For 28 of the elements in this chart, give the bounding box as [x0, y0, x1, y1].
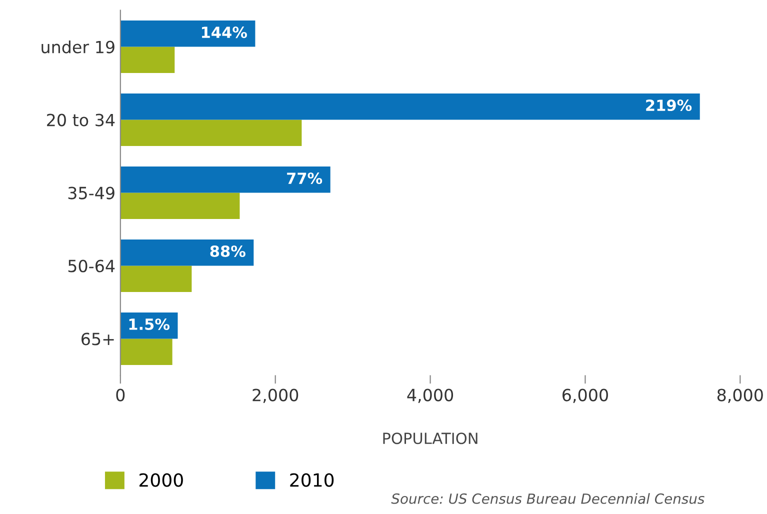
x-tick-label: 4,000	[407, 388, 454, 404]
bar	[120, 93, 700, 120]
annotation: 219%	[646, 100, 692, 112]
legend-label: 2010	[290, 473, 334, 487]
x-tick-label: 6,000	[562, 388, 608, 404]
annotation: 144%	[202, 26, 247, 38]
bar	[120, 192, 240, 220]
x-tick-label: 2,000	[252, 388, 298, 404]
y-tick-label: 65+	[82, 332, 114, 346]
y-tick-label: 20 to 34	[47, 114, 115, 126]
y-tick-label: 50-64	[68, 260, 115, 272]
annotation: 88%	[210, 245, 246, 258]
bar	[120, 46, 175, 74]
x-tick-label: 8,000	[717, 388, 763, 404]
x-axis-title: POPULATION	[383, 432, 478, 444]
x-tick-label: 0	[116, 388, 125, 402]
bar	[120, 239, 254, 266]
annotation: 77%	[287, 172, 322, 184]
bar	[120, 266, 192, 292]
legend-label: 2000	[140, 473, 183, 487]
y-tick-label: under 19	[42, 40, 114, 54]
bar	[120, 20, 256, 47]
annotation: 1.5%	[129, 318, 170, 330]
bar	[120, 120, 302, 146]
y-tick-label: 35-49	[68, 186, 114, 200]
bar	[120, 338, 172, 365]
source-note: Source: US Census Bureau Decennial Census	[391, 493, 704, 504]
bar	[120, 166, 330, 193]
